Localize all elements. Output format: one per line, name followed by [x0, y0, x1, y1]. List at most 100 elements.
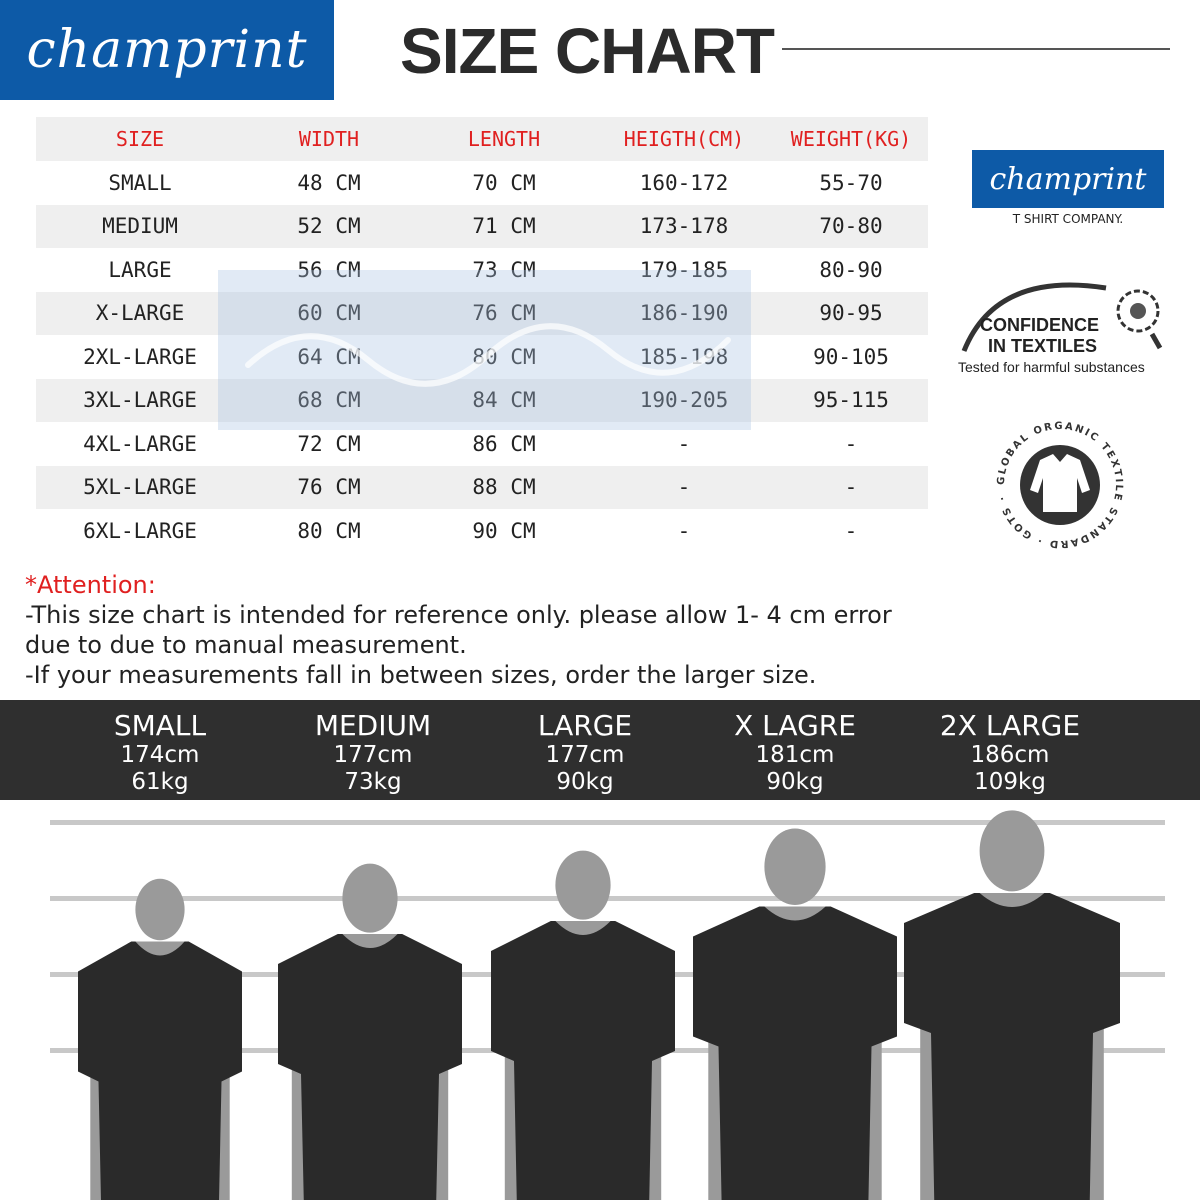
- model-size: 2X LARGE: [939, 709, 1081, 742]
- cell-size: LARGE: [108, 257, 172, 282]
- page-title: SIZE CHART: [400, 15, 775, 87]
- cell-size: X-LARGE: [95, 301, 185, 326]
- model-weight: 109kg: [974, 769, 1046, 795]
- cell-width: 64 CM: [297, 344, 361, 369]
- table-row: MEDIUM 52 CM 71 CM 173-178 70-80: [36, 204, 928, 248]
- table-row: 3XL-LARGE 68 CM 84 CM 190-205 95-115: [36, 378, 928, 422]
- cell-width: 80 CM: [297, 518, 361, 543]
- neck-silhouette: [135, 941, 185, 956]
- cell-length: 90 CM: [472, 518, 536, 543]
- header-height: HEIGTH(CM): [623, 127, 745, 151]
- cell-height: 186-190: [639, 301, 729, 326]
- cell-size: 5XL-LARGE: [83, 475, 197, 500]
- neck-silhouette: [979, 893, 1045, 907]
- cell-weight: 70-80: [819, 214, 883, 239]
- cell-weight: -: [844, 475, 858, 500]
- model-height: 186cm: [970, 742, 1050, 768]
- table-row: SMALL 48 CM 70 CM 160-172 55-70: [36, 161, 928, 205]
- cell-size: SMALL: [108, 170, 172, 195]
- cell-height: -: [677, 475, 691, 500]
- cit-line3: Tested for harmful substances: [958, 359, 1145, 375]
- cell-weight: -: [844, 518, 858, 543]
- shirt-icon: [1030, 454, 1090, 512]
- tshirt-silhouette: [78, 941, 242, 1200]
- cell-length: 88 CM: [472, 475, 536, 500]
- cit-line2: IN TEXTILES: [988, 336, 1097, 356]
- cell-width: 72 CM: [297, 431, 361, 456]
- head-silhouette: [555, 850, 611, 920]
- model-info-band: [0, 700, 1200, 800]
- flower-icon: [1116, 289, 1160, 333]
- table-header: SIZE WIDTH LENGTH HEIGTH(CM) WEIGHT(KG): [36, 117, 928, 161]
- cell-height: 179-185: [639, 257, 729, 282]
- cell-width: 76 CM: [297, 475, 361, 500]
- side-brand-logo: champrint: [972, 150, 1164, 208]
- header-size: SIZE: [115, 127, 165, 151]
- cell-weight: 80-90: [819, 257, 883, 282]
- cell-length: 80 CM: [472, 344, 536, 369]
- gots-logo: GLOBAL ORGANIC TEXTILE STANDARD · GOTS ·: [996, 421, 1122, 549]
- head-silhouette: [135, 878, 185, 941]
- header-width: WIDTH: [298, 127, 360, 151]
- cell-width: 68 CM: [297, 388, 361, 413]
- confidence-in-textiles-logo: CONFIDENCE IN TEXTILES Tested for harmfu…: [958, 282, 1163, 375]
- model-label: 2X LARGE 186cm 109kg: [910, 710, 1110, 796]
- neck-silhouette: [764, 906, 826, 921]
- cell-weight: 95-115: [813, 388, 889, 413]
- attention-notice: *Attention: -This size chart is intended…: [25, 570, 892, 690]
- cell-weight: 55-70: [819, 170, 883, 195]
- model-weight: 73kg: [344, 769, 402, 795]
- model-height: 174cm: [120, 742, 200, 768]
- attention-line: due to due to manual measurement.: [25, 631, 467, 659]
- table-row: 4XL-LARGE 72 CM 86 CM - -: [36, 422, 928, 466]
- head-silhouette: [979, 810, 1045, 892]
- cell-weight: -: [844, 431, 858, 456]
- model-silhouettes: [50, 810, 1165, 1200]
- model-weight: 90kg: [556, 769, 614, 795]
- model-height: 181cm: [755, 742, 835, 768]
- height-guide-line: [50, 820, 1165, 825]
- globe-icon: [1130, 303, 1146, 319]
- model-label: X LAGRE 181cm 90kg: [695, 710, 895, 796]
- cell-width: 60 CM: [297, 301, 361, 326]
- tshirt-silhouette: [693, 906, 897, 1200]
- model-label: MEDIUM 177cm 73kg: [273, 710, 473, 796]
- table-row: 2XL-LARGE 64 CM 80 CM 185-198 90-105: [36, 335, 928, 379]
- cell-length: 70 CM: [472, 170, 536, 195]
- header-length: LENGTH: [467, 127, 541, 151]
- title-divider: [782, 48, 1170, 50]
- model-label: SMALL 174cm 61kg: [60, 710, 260, 796]
- table-row: LARGE 56 CM 73 CM 179-185 80-90: [36, 248, 928, 292]
- neck-silhouette: [555, 921, 611, 935]
- model-size: X LAGRE: [734, 709, 856, 742]
- cell-weight: 90-105: [813, 344, 889, 369]
- model-weight: 90kg: [766, 769, 824, 795]
- cell-size: 6XL-LARGE: [83, 518, 197, 543]
- model-weight: 61kg: [131, 769, 189, 795]
- cell-height: 185-198: [639, 344, 729, 369]
- table-row: 6XL-LARGE 80 CM 90 CM - -: [36, 509, 928, 553]
- model-size: SMALL: [113, 709, 207, 742]
- cell-width: 52 CM: [297, 214, 361, 239]
- head-silhouette: [342, 863, 398, 933]
- cell-height: 190-205: [639, 388, 729, 413]
- neck-silhouette: [342, 934, 398, 948]
- cell-length: 86 CM: [472, 431, 536, 456]
- table-row: X-LARGE 60 CM 76 CM 186-190 90-95: [36, 291, 928, 335]
- side-brand-tagline: T SHIRT COMPANY.: [1012, 212, 1124, 226]
- cell-height: -: [677, 518, 691, 543]
- cell-weight: 90-95: [819, 301, 883, 326]
- tshirt-silhouette: [491, 921, 675, 1200]
- cell-height: 173-178: [639, 214, 729, 239]
- header-weight: WEIGHT(KG): [790, 127, 912, 151]
- cell-width: 48 CM: [297, 170, 361, 195]
- head-silhouette: [764, 828, 826, 905]
- cell-size: MEDIUM: [102, 214, 178, 239]
- cell-size: 4XL-LARGE: [83, 431, 197, 456]
- model-height: 177cm: [333, 742, 413, 768]
- tshirt-silhouette: [904, 893, 1120, 1200]
- cell-length: 76 CM: [472, 301, 536, 326]
- arc-icon: [961, 282, 1107, 352]
- cell-length: 73 CM: [472, 257, 536, 282]
- model-size: LARGE: [537, 709, 633, 742]
